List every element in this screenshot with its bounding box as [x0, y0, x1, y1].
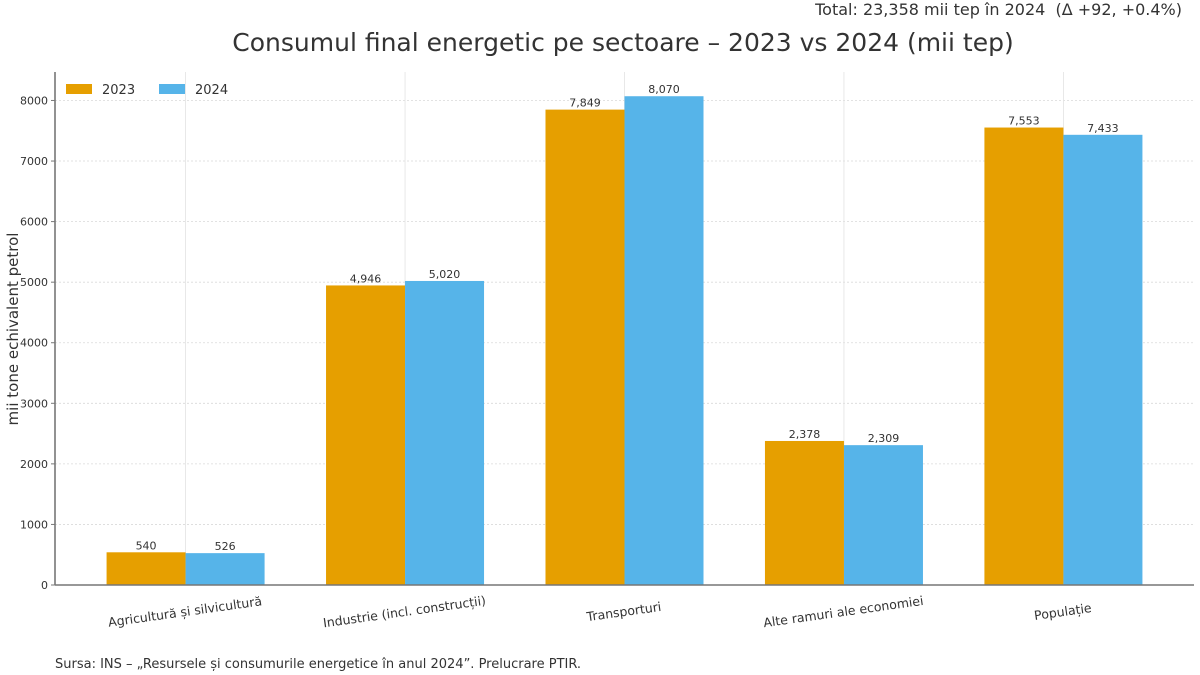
bar-value-label: 7,553: [1008, 115, 1040, 128]
bar-2023: [984, 127, 1064, 585]
x-tick-label: Populație: [1033, 600, 1093, 623]
y-tick-label: 3000: [20, 397, 48, 410]
bar-value-label: 5,020: [429, 268, 461, 281]
x-tick-labels: Agricultură și silvicultură Industrie (in…: [107, 593, 1093, 631]
y-tick-label: 5000: [20, 276, 48, 289]
bar-value-label: 4,946: [350, 272, 382, 285]
bar-2024: [624, 96, 704, 585]
bar-2024: [1063, 134, 1143, 585]
bar-2023: [545, 109, 625, 585]
axes: [54, 72, 1194, 586]
y-tick-label: 1000: [20, 518, 48, 531]
x-tick-label: Industrie (incl. construcții): [322, 593, 487, 631]
legend-swatch-2023: [66, 84, 92, 94]
x-tick-label: Alte ramuri ale economiei: [762, 593, 924, 630]
bar-2024: [843, 445, 923, 585]
bar-value-label: 7,849: [569, 97, 601, 110]
legend-label-2023: 2023: [102, 83, 135, 98]
bar-2023: [326, 285, 406, 585]
bar-value-labels: 540 4,946 7,849 2,378 7,553 526 5,020 8,070 2,30…: [136, 83, 1119, 553]
y-tick-label: 6000: [20, 216, 48, 229]
bar-value-label: 2,378: [789, 428, 821, 441]
bar-value-label: 540: [136, 539, 157, 552]
y-axis-label: mii tone echivalent petrol: [4, 233, 22, 426]
legend-label-2024: 2024: [195, 83, 228, 98]
bar-2023: [764, 440, 844, 585]
y-tick-label: 8000: [20, 94, 48, 107]
y-tick-label: 4000: [20, 337, 48, 350]
y-tick-label: 7000: [20, 155, 48, 168]
bar-2023: [106, 552, 186, 585]
chart-title: Consumul final energetic pe sectoare – 2…: [232, 28, 1014, 57]
legend: 2023 2024: [66, 83, 228, 98]
legend-swatch-2024: [159, 84, 185, 94]
y-tick-label: 2000: [20, 458, 48, 471]
source-note: Sursa: INS – „Resursele și consumurile e…: [55, 657, 582, 672]
bar-value-label: 8,070: [648, 83, 680, 96]
bars: [106, 96, 1143, 585]
bar-value-label: 2,309: [868, 432, 900, 445]
bar-2024: [185, 553, 265, 585]
y-tick-labels: 0 1000 2000 3000 4000 5000 6000 7000 8000: [20, 94, 55, 592]
bar-value-label: 7,433: [1087, 122, 1119, 135]
y-tick-label: 0: [41, 579, 48, 592]
bar-value-label: 526: [215, 540, 236, 553]
x-tick-label: Agricultură și silvicultură: [107, 593, 263, 629]
x-tick-label: Transporturi: [585, 599, 663, 624]
total-note: Total: 23,358 mii tep în 2024 (Δ +92, +0…: [815, 0, 1182, 19]
bar-2024: [405, 280, 485, 585]
